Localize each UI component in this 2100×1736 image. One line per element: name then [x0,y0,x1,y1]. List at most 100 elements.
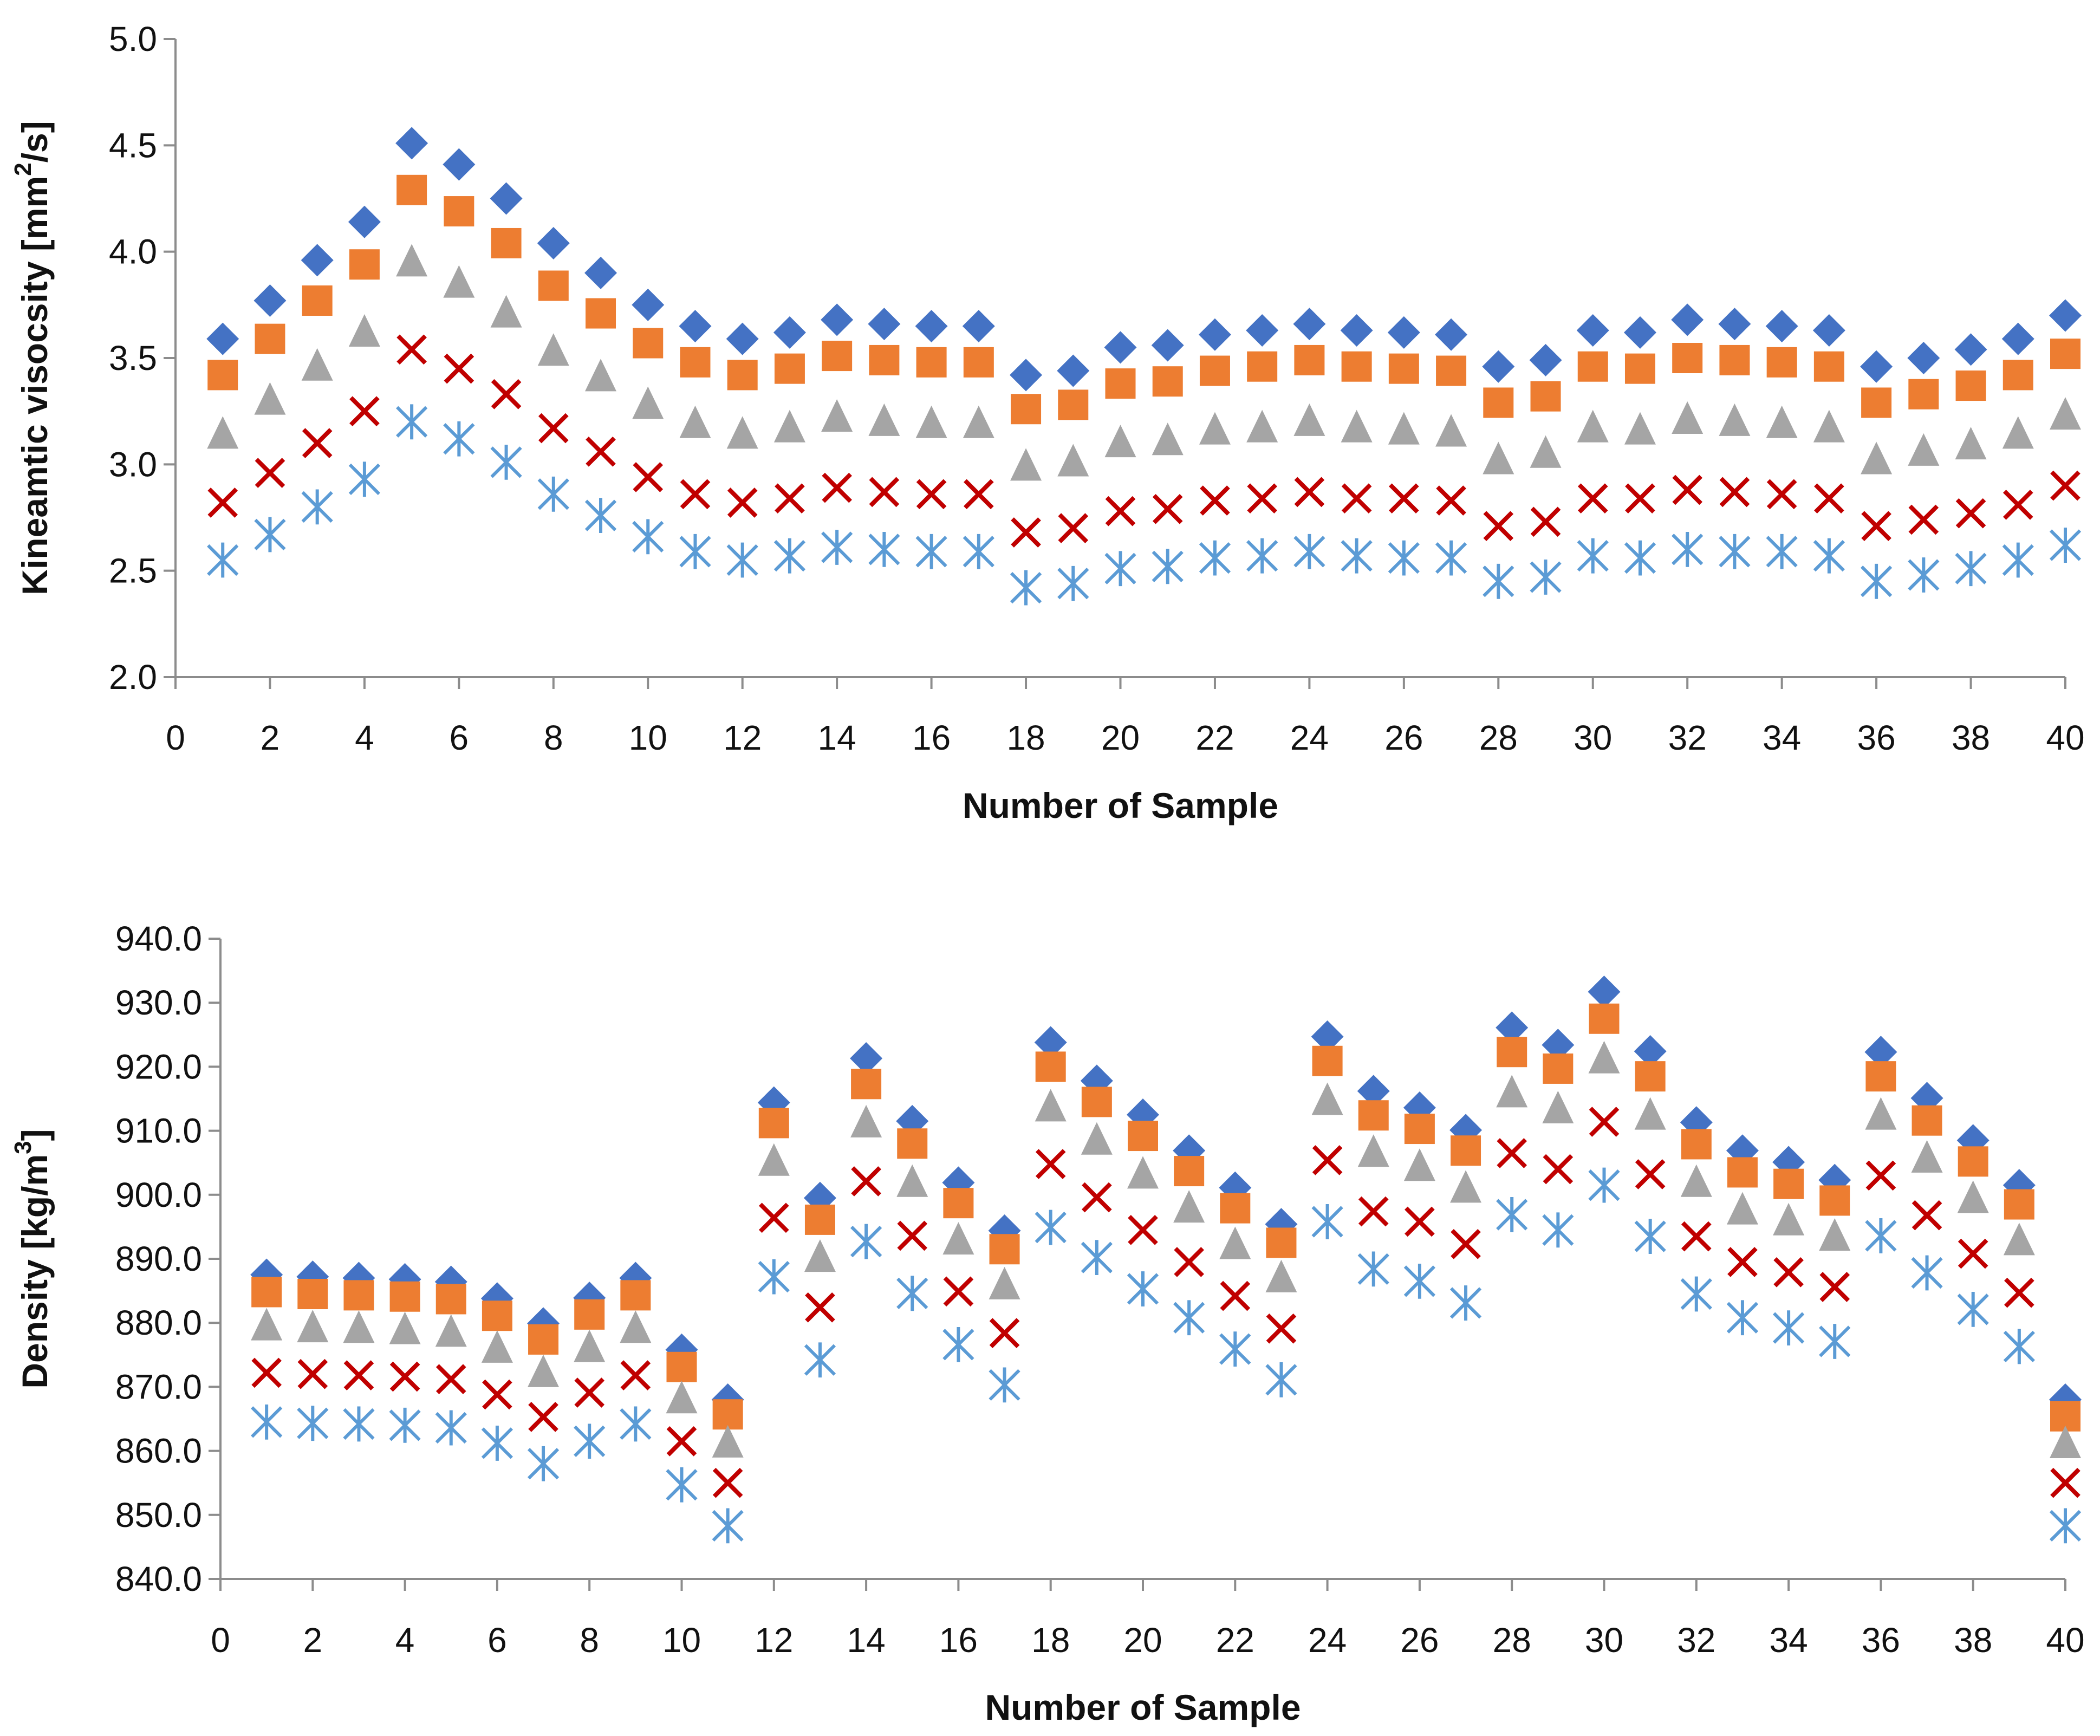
viscosity-triangle-point [1672,401,1704,434]
viscosity-square-point [1577,351,1608,382]
density-asterisk-point [527,1446,560,1481]
viscosity-cross-point [207,487,238,518]
density-asterisk-point [850,1224,882,1259]
density-cross-point [1635,1159,1666,1189]
density-triangle-point [528,1354,560,1387]
viscosity-diamond-point [1010,359,1043,392]
density-square-point [1174,1156,1205,1187]
density-square-point [1635,1061,1666,1092]
density-square-point [389,1281,420,1312]
viscosity-y-tick-label: 4.0 [109,232,157,271]
viscosity-asterisk-point [963,534,994,569]
density-square-point [2004,1189,2034,1220]
viscosity-x-tick-label: 10 [629,718,667,757]
viscosity-asterisk-point [1624,540,1656,576]
density-square-point [251,1277,282,1308]
density-square-point [1865,1061,1896,1092]
viscosity-asterisk-point [1577,538,1609,574]
density-cross-point [805,1292,835,1323]
viscosity-series-triangle [207,244,2081,481]
viscosity-triangle-point [301,348,333,381]
density-square-point [1497,1037,1527,1068]
density-x-tick-label: 16 [939,1621,978,1660]
density-square-point [343,1280,374,1311]
viscosity-asterisk-point [1246,538,1278,574]
viscosity-triangle-point [348,314,380,347]
density-square-point [1819,1185,1850,1216]
density-asterisk-point [666,1467,698,1503]
viscosity-diamond-point [206,322,239,355]
viscosity-triangle-point [1813,409,1845,443]
viscosity-square-point [633,328,664,359]
viscosity-x-tick-label: 34 [1763,718,1801,757]
viscosity-asterisk-point [584,498,617,533]
density-asterisk-point [1588,1167,1620,1203]
viscosity-diamond-point [1340,314,1373,347]
viscosity-x-tick-label: 24 [1290,718,1329,757]
density-triangle-point [1680,1164,1712,1197]
viscosity-square-point [1672,343,1703,373]
viscosity-asterisk-point [1435,540,1467,576]
viscosity-triangle-point [1861,441,1893,474]
viscosity-square-point [491,227,522,258]
density-triangle-point [1496,1075,1528,1108]
density-diamond-point [1311,1020,1344,1053]
density-triangle-point [1911,1140,1943,1173]
viscosity-triangle-point [1483,441,1514,474]
viscosity-diamond-point [915,310,948,343]
density-x-tick-label: 10 [662,1621,701,1660]
viscosity-cross-point [822,472,852,503]
density-square-point [1312,1045,1343,1076]
viscosity-square-point [538,270,569,301]
viscosity-triangle-point [1246,409,1278,443]
density-triangle-point [758,1143,790,1176]
density-asterisk-point [620,1406,652,1442]
viscosity-triangle-point [537,333,569,366]
density-cross-point [1035,1149,1066,1179]
viscosity-series-asterisk [207,404,2082,606]
density-square-point [989,1234,1020,1265]
viscosity-asterisk-point [2002,542,2034,578]
density-y-tick-label: 920.0 [115,1047,202,1086]
density-cross-point [851,1166,881,1197]
viscosity-diamond-point [348,205,381,238]
viscosity-square-point [822,341,853,372]
density-asterisk-point [712,1508,744,1544]
density-asterisk-point [896,1276,928,1311]
viscosity-y-tick-label: 2.5 [109,551,157,590]
viscosity-y-axis-title: Kineamtic visocsity [mm2/s] [10,121,55,595]
viscosity-triangle-point [490,295,522,328]
viscosity-cross-point [1483,511,1514,542]
density-triangle-point [2050,1426,2081,1459]
viscosity-diamond-point [490,182,523,215]
density-triangle-point [804,1239,836,1272]
density-asterisk-point [251,1405,283,1440]
viscosity-diamond-point [726,322,759,355]
viscosity-diamond-point [2049,299,2082,332]
density-cross-point [758,1202,789,1233]
viscosity-diamond-point [1435,318,1468,351]
viscosity-triangle-point [1435,414,1467,447]
density-cross-point [1405,1206,1435,1237]
viscosity-asterisk-point [1908,557,1940,593]
density-asterisk-point [989,1367,1020,1403]
density-triangle-point [1865,1097,1897,1130]
density-cross-point [574,1377,605,1408]
density-asterisk-point [2003,1329,2035,1364]
viscosity-diamond-point [1057,354,1090,387]
density-cross-point [1082,1182,1112,1213]
viscosity-triangle-point [868,403,900,436]
viscosity-x-axis-title: Number of Sample [963,785,1278,825]
density-cross-point [1220,1280,1251,1311]
viscosity-cross-point [1011,517,1041,548]
viscosity-cross-point [869,477,900,508]
density-cross-point [1358,1196,1389,1227]
viscosity-cross-point [1247,483,1278,513]
density-asterisk-point [574,1423,606,1459]
viscosity-chart: 2.02.53.03.54.04.55.00 2 4 6 8 10 12 14 16 18 20 22… [10,19,2084,825]
density-square-point [1773,1168,1804,1199]
viscosity-square-point [869,344,900,375]
viscosity-square-point [1955,370,1986,401]
density-x-tick-label: 6 [487,1621,507,1660]
density-square-point [482,1301,512,1331]
